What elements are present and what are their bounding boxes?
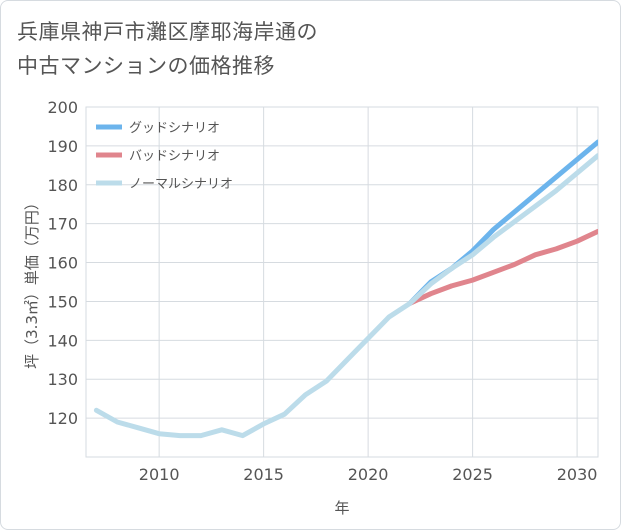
y-tick-label: 160 [47,254,78,273]
series-line-1 [407,228,598,306]
x-tick-label: 2015 [243,465,284,484]
y-tick-label: 180 [47,176,78,195]
series-line-2 [93,153,598,439]
y-tick-label: 190 [47,137,78,156]
legend-label-0: グッドシナリオ [129,121,220,136]
x-tick-label: 2010 [139,465,180,484]
y-axis-label: 坪（3.3㎡）単価（万円） [23,195,41,369]
plot-area [85,106,599,458]
legend-label-1: バッドシナリオ [129,149,220,164]
grid [86,106,598,457]
y-tick-label: 170 [47,215,78,234]
chart-title: 兵庫県神戸市灘区摩耶海岸通の 中古マンションの価格推移 [17,15,607,83]
y-tick-label: 130 [47,370,78,389]
title-line-1: 兵庫県神戸市灘区摩耶海岸通の [17,20,318,44]
y-tick-labels: 120 130 140 150 160 170 180 190 200 [47,98,78,428]
x-tick-labels: 2010 2015 2020 2025 2030 [139,465,598,484]
y-tick-label: 140 [47,331,78,350]
x-tick-label: 2020 [348,465,389,484]
y-tick-label: 120 [47,409,78,428]
x-tick-label: 2025 [452,465,493,484]
y-tick-label: 200 [47,98,78,117]
x-axis-label: 年 [334,499,349,517]
legend-label-2: ノーマルシナリオ [129,177,233,192]
title-line-2: 中古マンションの価格推移 [17,54,275,78]
y-tick-label: 150 [47,292,78,311]
series-lines [93,139,598,439]
x-tick-label: 2030 [557,465,598,484]
